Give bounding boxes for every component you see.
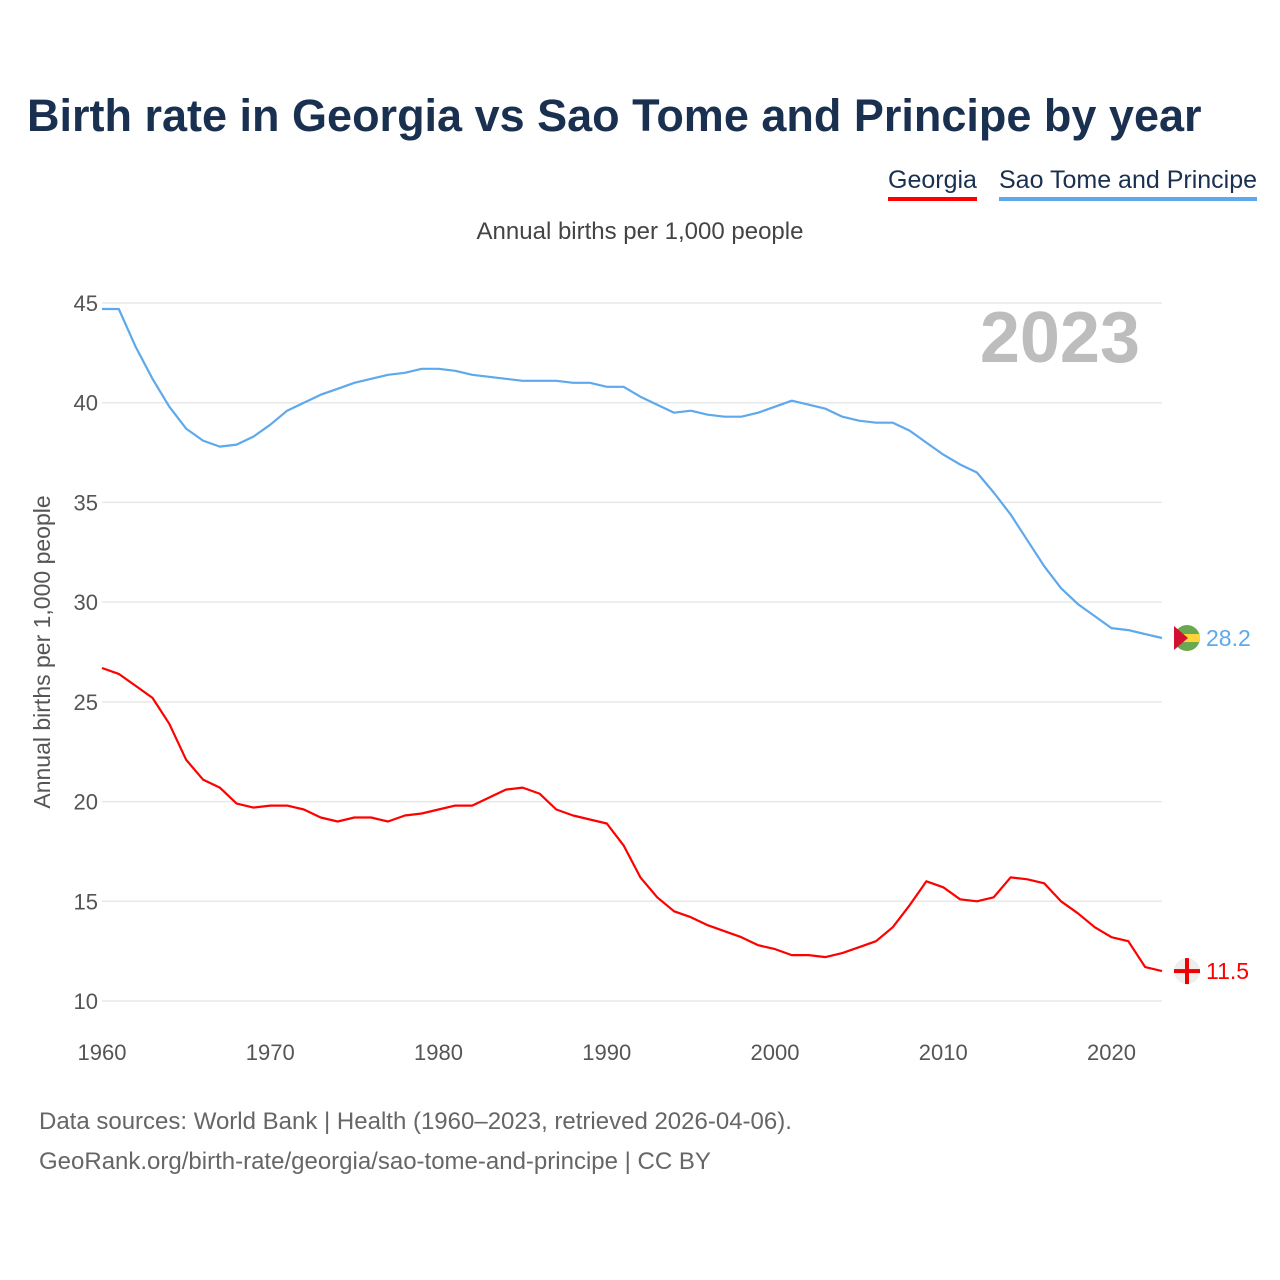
x-tick-label: 1970 bbox=[246, 1040, 295, 1065]
x-tick-label: 1960 bbox=[78, 1040, 127, 1065]
series-line-georgia bbox=[101, 666, 1163, 973]
x-tick-label: 2020 bbox=[1087, 1040, 1136, 1065]
y-tick-label: 40 bbox=[74, 391, 98, 416]
footer-link[interactable]: GeoRank.org/birth-rate/georgia/sao-tome-… bbox=[39, 1148, 711, 1175]
year-label: 2023 bbox=[980, 298, 1140, 378]
y-tick-label: 10 bbox=[74, 989, 98, 1014]
end-value-label: 28.2 bbox=[1206, 625, 1251, 651]
y-tick-label: 20 bbox=[74, 790, 98, 815]
flag-cross-v bbox=[1185, 958, 1189, 985]
footer-sources: Data sources: World Bank | Health (1960–… bbox=[39, 1108, 792, 1135]
chart-subtitle: Annual births per 1,000 people bbox=[476, 218, 804, 245]
x-tick-label: 1990 bbox=[582, 1040, 631, 1065]
series-line-sao-tome bbox=[102, 307, 1163, 640]
end-value-label: 11.5 bbox=[1206, 958, 1249, 984]
legend-sao-tome[interactable]: Sao Tome and Principe bbox=[999, 166, 1258, 201]
x-tick-label: 2000 bbox=[751, 1040, 800, 1065]
y-tick-label: 45 bbox=[74, 291, 98, 316]
y-tick-label: 35 bbox=[74, 490, 98, 515]
y-tick-label: 30 bbox=[74, 590, 98, 615]
y-tick-label: 25 bbox=[74, 690, 98, 715]
y-axis-label: Annual births per 1,000 people bbox=[29, 495, 55, 808]
y-tick-label: 15 bbox=[74, 889, 98, 914]
legend-georgia[interactable]: Georgia bbox=[888, 166, 977, 201]
x-tick-label: 1980 bbox=[414, 1040, 463, 1065]
flag-triangle bbox=[1174, 626, 1188, 651]
x-tick-label: 2010 bbox=[919, 1040, 968, 1065]
chart-title: Birth rate in Georgia vs Sao Tome and Pr… bbox=[27, 90, 1202, 141]
